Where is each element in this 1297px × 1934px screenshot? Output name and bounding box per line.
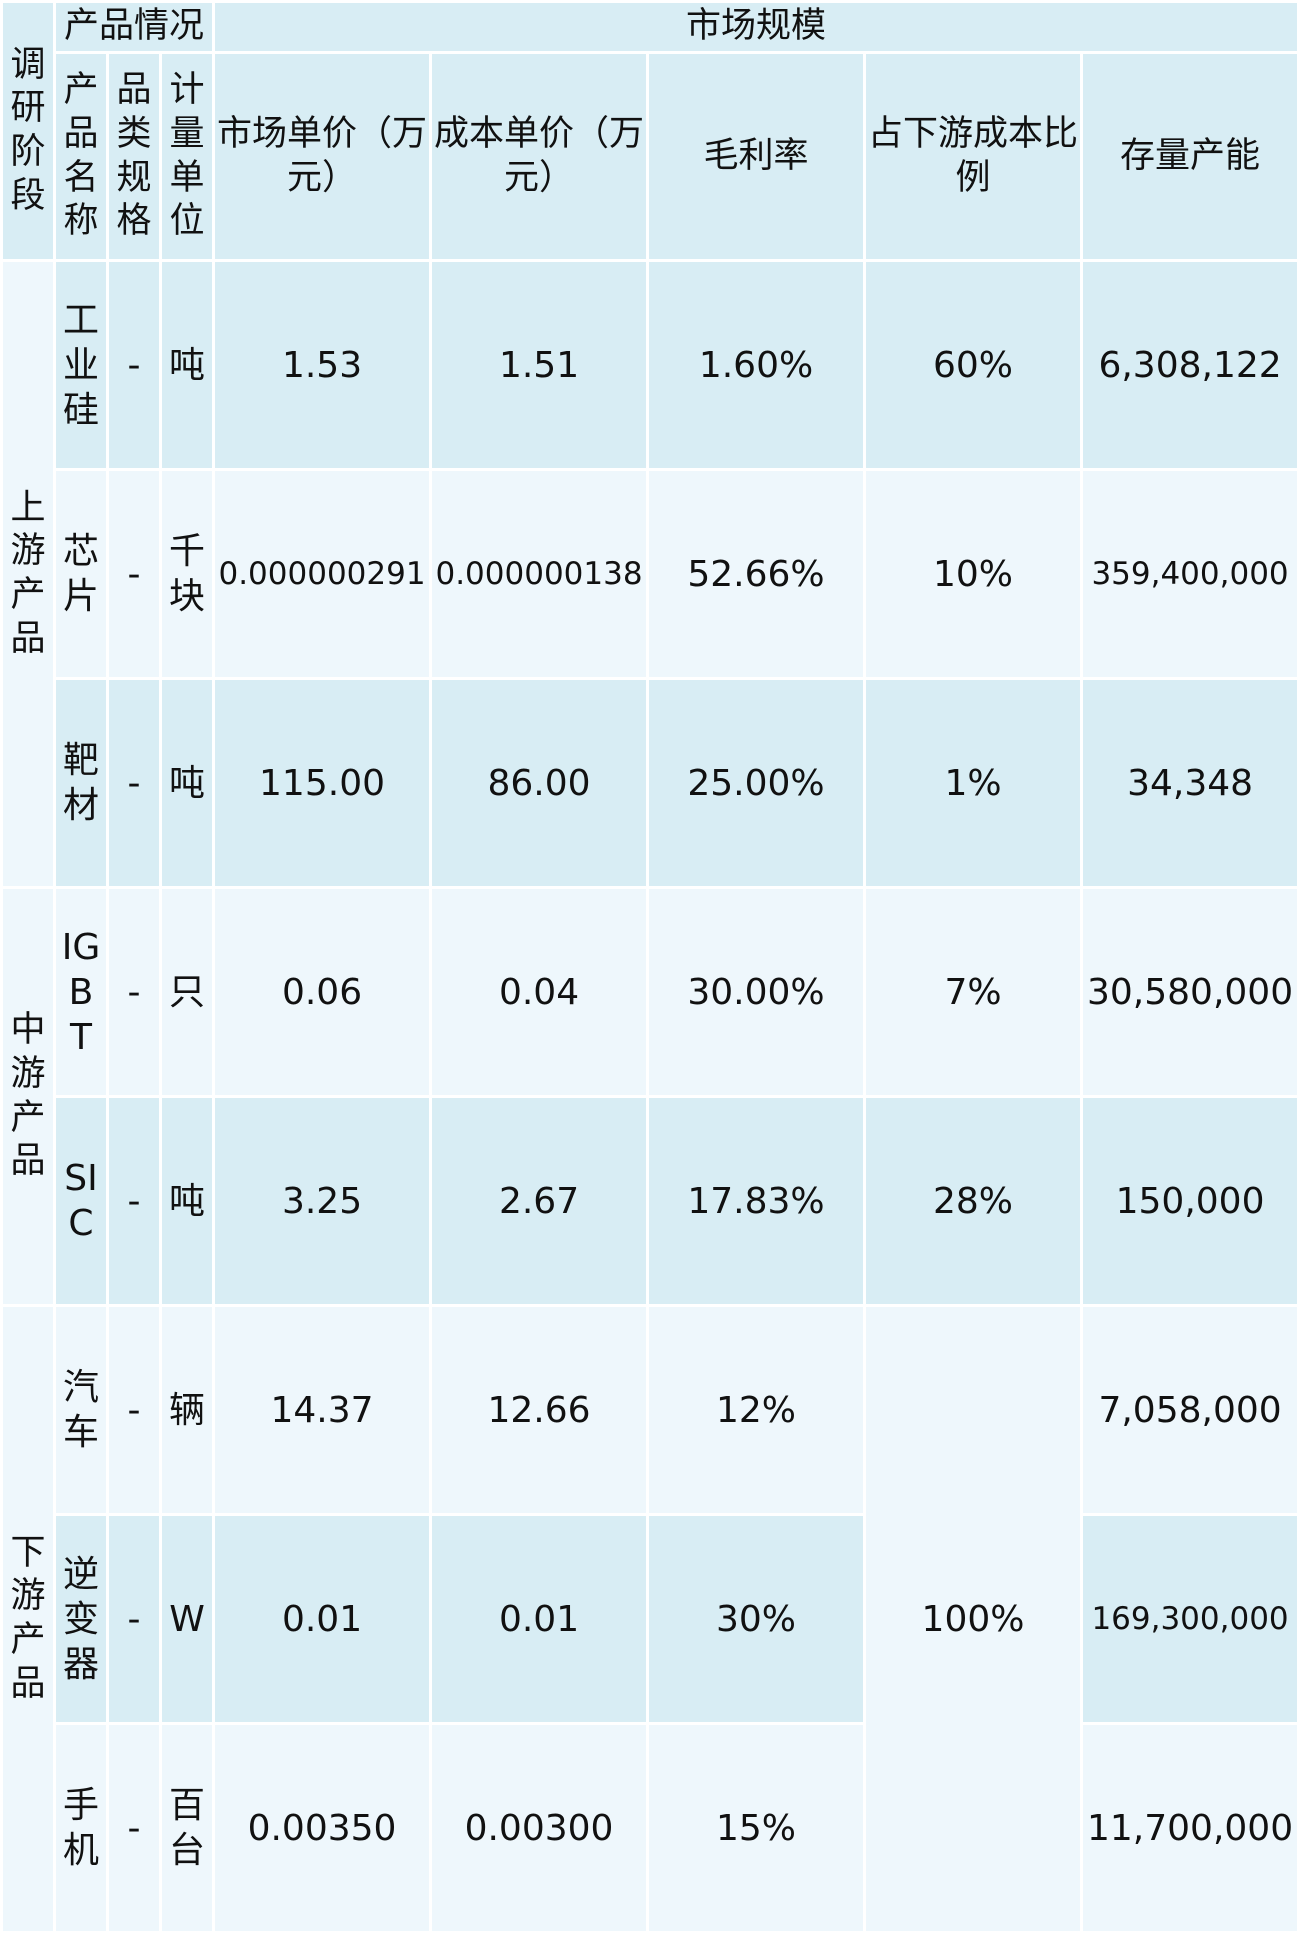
capacity: 359,400,000 [1083,471,1297,677]
market-price: 0.00350 [215,1725,430,1931]
product-name: 工业硅 [56,262,106,468]
category-spec: - [109,1307,159,1513]
table-row: 上游产品 工业硅 - 吨 1.53 1.51 1.60% 60% 6,308,1… [3,262,1297,886]
unit: 只 [162,889,213,1095]
downstream-cost-ratio: 28% [866,1098,1081,1304]
gross-margin: 30% [649,1516,864,1722]
capacity: 30,580,000 [1083,889,1297,1095]
market-price: 0.06 [215,889,430,1095]
unit: 百台 [162,1725,213,1931]
table-row: SIC - 吨 3.25 2.67 17.83% 28% 150,000 [3,1098,1297,1304]
gross-margin: 15% [649,1725,864,1931]
header-gross-margin: 毛利率 [649,54,864,259]
gross-margin: 52.66% [649,471,864,677]
category-spec: - [109,1098,159,1304]
cost-price: 2.67 [432,1098,647,1304]
table-row: 手机 - 百台 0.00350 0.00300 15% 11,700,000 [3,1725,1297,1931]
table-row: 中游产品 IGBT - 只 0.06 0.04 30.00% 7% 30,580… [3,889,1297,1304]
header-market-scale: 市场规模 [215,3,1297,51]
stage-upstream: 上游产品 [3,262,53,886]
category-spec: - [109,680,159,886]
category-spec: - [109,262,159,468]
market-price: 0.000000291 [215,471,430,677]
unit: 吨 [162,262,213,468]
market-price: 115.00 [215,680,430,886]
stage-downstream: 下游产品 [3,1307,53,1931]
market-price: 0.01 [215,1516,430,1722]
category-spec: - [109,471,159,677]
category-spec: - [109,1516,159,1722]
stage-midstream: 中游产品 [3,889,53,1304]
header-downstream-cost-ratio: 占下游成本比例 [866,54,1081,259]
product-name: SIC [56,1098,106,1304]
header-cost-price: 成本单价（万元） [432,54,647,259]
product-name: IGBT [56,889,106,1095]
cost-price: 0.01 [432,1516,647,1722]
capacity: 6,308,122 [1083,262,1297,468]
product-name: 手机 [56,1725,106,1931]
header-category-spec: 品类规格 [109,54,159,259]
gross-margin: 1.60% [649,262,864,468]
cost-price: 0.04 [432,889,647,1095]
category-spec: - [109,889,159,1095]
capacity: 169,300,000 [1083,1516,1297,1722]
category-spec: - [109,1725,159,1931]
header-capacity: 存量产能 [1083,54,1297,259]
header-unit: 计量单位 [162,54,213,259]
unit: 千块 [162,471,213,677]
downstream-cost-ratio: 60% [866,262,1081,468]
table-row: 靶材 - 吨 115.00 86.00 25.00% 1% 34,348 [3,680,1297,886]
header-product-info: 产品情况 [56,3,213,51]
gross-margin: 30.00% [649,889,864,1095]
market-price: 1.53 [215,262,430,468]
downstream-cost-ratio: 10% [866,471,1081,677]
capacity: 7,058,000 [1083,1307,1297,1513]
unit: 辆 [162,1307,213,1513]
gross-margin: 12% [649,1307,864,1513]
capacity: 11,700,000 [1083,1725,1297,1931]
downstream-cost-ratio: 100% [866,1307,1081,1931]
cost-price: 12.66 [432,1307,647,1513]
header-stage: 调研阶段 [3,3,53,259]
downstream-cost-ratio: 1% [866,680,1081,886]
cost-price: 0.000000138 [432,471,647,677]
market-price: 14.37 [215,1307,430,1513]
unit: 吨 [162,680,213,886]
gross-margin: 17.83% [649,1098,864,1304]
product-name: 靶材 [56,680,106,886]
capacity: 150,000 [1083,1098,1297,1304]
product-name: 汽车 [56,1307,106,1513]
gross-margin: 25.00% [649,680,864,886]
cost-price: 1.51 [432,262,647,468]
capacity: 34,348 [1083,680,1297,886]
table-row: 下游产品 汽车 - 辆 14.37 12.66 12% 100% 7,058,0… [3,1307,1297,1931]
cost-price: 86.00 [432,680,647,886]
unit: 吨 [162,1098,213,1304]
market-price: 3.25 [215,1098,430,1304]
table-row: 芯片 - 千块 0.000000291 0.000000138 52.66% 1… [3,471,1297,677]
cost-price: 0.00300 [432,1725,647,1931]
unit: W [162,1516,213,1722]
table-row: 逆变器 - W 0.01 0.01 30% 169,300,000 [3,1516,1297,1722]
header-product-name: 产品名称 [56,54,106,259]
header-market-price: 市场单价（万元） [215,54,430,259]
product-name: 逆变器 [56,1516,106,1722]
downstream-cost-ratio: 7% [866,889,1081,1095]
product-name: 芯片 [56,471,106,677]
